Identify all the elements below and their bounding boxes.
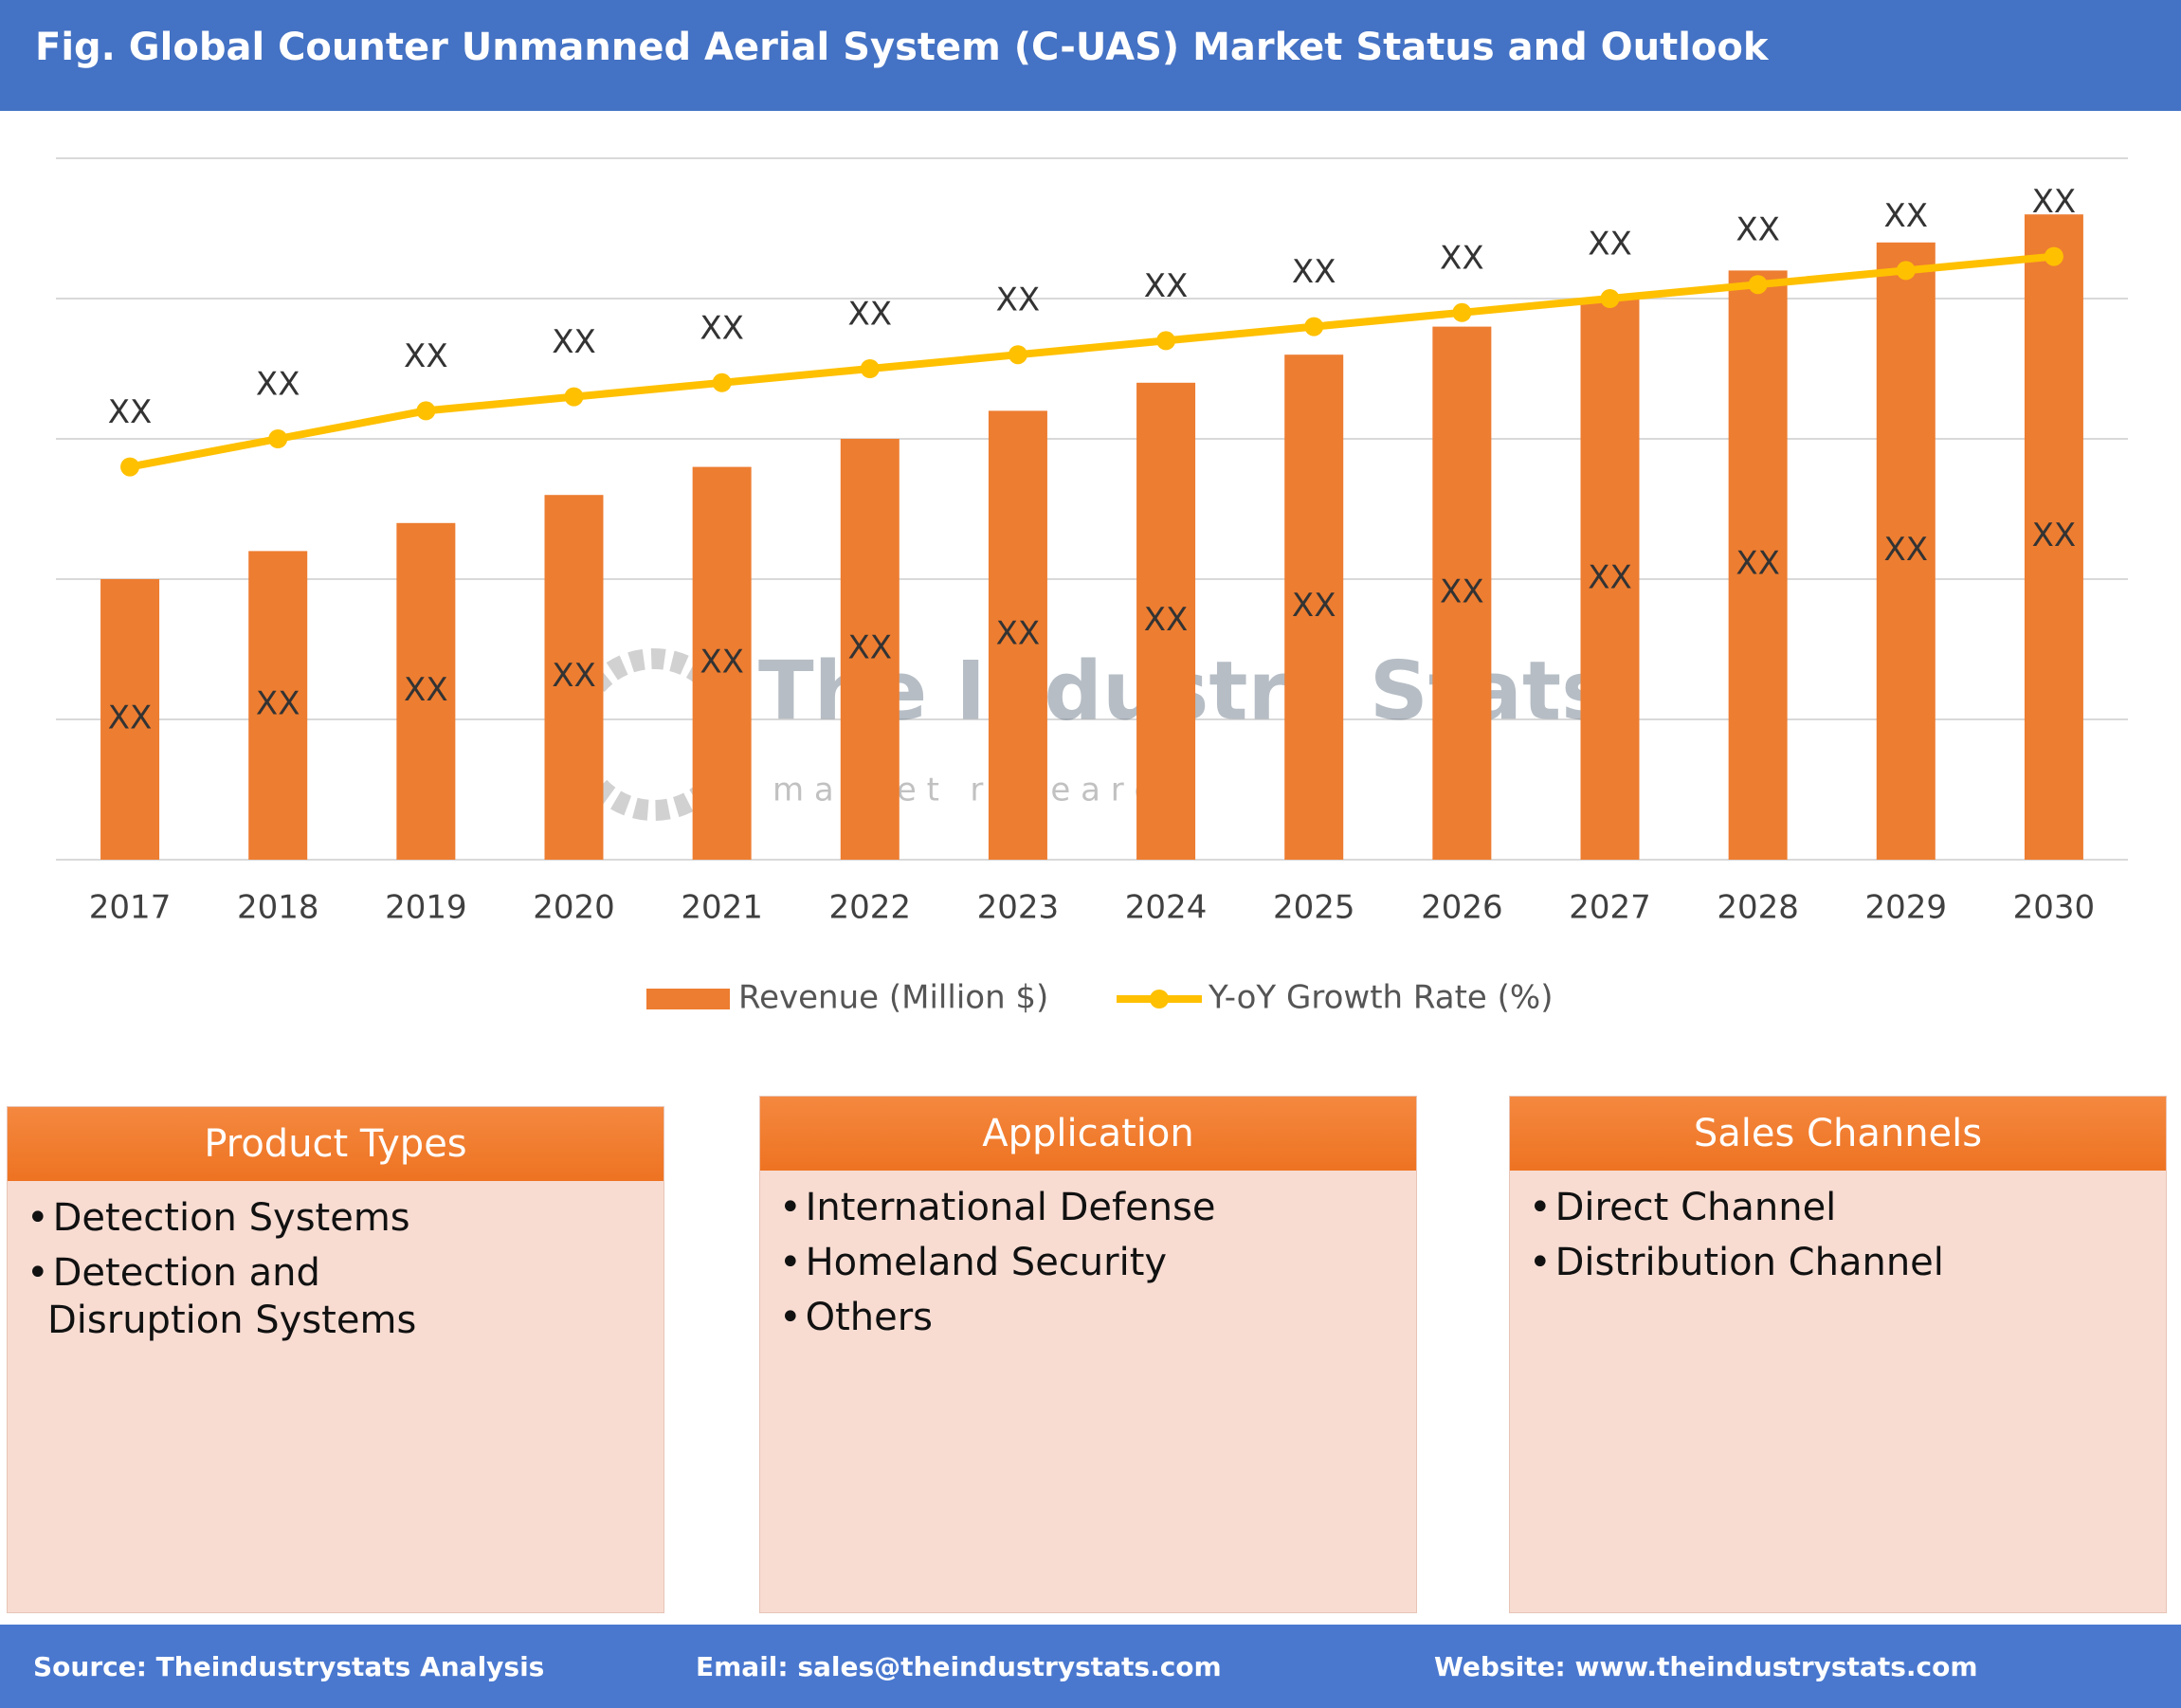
line-value-label: XX (404, 337, 448, 375)
line-marker (2044, 246, 2063, 266)
x-tick-label: 2026 (1421, 889, 1503, 927)
bar-value-label: XX (404, 671, 448, 709)
line-marker (268, 429, 288, 448)
panel: Product TypesDetection SystemsDetection … (7, 1106, 664, 1613)
x-tick-label: 2030 (2013, 889, 2096, 927)
line-marker (1156, 331, 1176, 351)
line-value-label: XX (552, 323, 596, 361)
bar-value-label: XX (552, 657, 596, 695)
panel-item: Homeland Security (779, 1239, 1274, 1286)
bar-value-label: XX (1292, 587, 1336, 625)
legend-swatch (646, 989, 730, 1009)
panel-list: Direct Channel Distribution Channel (1510, 1171, 2166, 1286)
x-tick-label: 2023 (977, 889, 1060, 927)
header-title: Fig. Global Counter Unmanned Aerial Syst… (0, 0, 2181, 111)
legend-label: Y-oY Growth Rate (%) (1208, 979, 1554, 1017)
bar-value-label: XX (996, 615, 1041, 653)
x-tick-label: 2027 (1569, 889, 1651, 927)
x-tick-label: 2021 (681, 889, 763, 927)
panel-item: International Defense (779, 1184, 1274, 1231)
footer-website: Website: www.theindustrystats.com (1434, 1651, 1978, 1682)
panel: Application International Defense Homeland… (759, 1096, 1417, 1613)
x-tick-label: 2029 (1865, 889, 1948, 927)
line-marker (1008, 345, 1027, 365)
line-marker (1304, 317, 1324, 336)
bar-value-label: XX (256, 685, 300, 723)
bar-value-label: XX (847, 629, 892, 667)
line-marker (416, 401, 436, 421)
bar-value-label: XX (1144, 601, 1189, 639)
panel-item: Detection and Disruption Systems (27, 1249, 521, 1344)
x-tick-label: 2028 (1717, 889, 1799, 927)
bar-value-label: XX (108, 700, 153, 737)
line-value-label: XX (1144, 267, 1189, 305)
bar (2024, 214, 2083, 860)
bar-value-label: XX (1440, 572, 1484, 610)
x-tick-label: 2019 (385, 889, 467, 927)
line-value-label: XX (1588, 226, 1632, 263)
panel-title: Product Types (8, 1107, 663, 1181)
line-marker (564, 387, 584, 407)
x-tick-label: 2024 (1125, 889, 1208, 927)
bar (396, 522, 456, 860)
watermark-tagline: m a r k e t r e s e a r c h (772, 772, 1183, 809)
line-marker (1896, 261, 1916, 281)
line-value-label: XX (1440, 239, 1484, 277)
panel-item: Direct Channel (1529, 1184, 2024, 1231)
bar (248, 551, 308, 860)
line-value-label: XX (1736, 211, 1780, 249)
line-marker (860, 359, 880, 378)
x-tick-label: 2018 (237, 889, 319, 927)
line-marker (1452, 302, 1472, 322)
bar-value-label: XX (1736, 545, 1780, 583)
bar (988, 410, 1047, 860)
bar (1284, 354, 1344, 860)
bar (100, 579, 160, 860)
legend-swatch (1150, 990, 1169, 1008)
line-marker (1600, 289, 1620, 308)
line-value-label: XX (2032, 183, 2077, 221)
bar (1432, 326, 1492, 861)
bar-value-label: XX (1883, 531, 1928, 569)
footer-source: Source: Theindustrystats Analysis (33, 1651, 545, 1682)
legend-label: Revenue (Million $) (738, 979, 1048, 1017)
panel-title: Sales Channels (1510, 1097, 2166, 1171)
x-tick-label: 2017 (89, 889, 172, 927)
x-tick-label: 2025 (1273, 889, 1355, 927)
bar (1136, 382, 1196, 860)
line-value-label: XX (256, 366, 300, 404)
line-value-label: XX (108, 393, 153, 431)
panel-item: Distribution Channel (1529, 1239, 2024, 1286)
bar (544, 495, 604, 860)
footer: Source: Theindustrystats Analysis Email:… (0, 1625, 2181, 1708)
panel-item: Others (779, 1294, 1274, 1341)
bar (692, 466, 752, 860)
line (129, 252, 2055, 471)
bar (1580, 299, 1640, 860)
panel-list: Detection Systems Detection and Disruptio… (8, 1181, 663, 1344)
panel-item: Detection Systems (27, 1194, 521, 1242)
chart: The Industry Statsm a r k e t r e s e a … (56, 157, 2128, 1017)
bar-value-label: XX (1588, 559, 1632, 597)
footer-email: Email: sales@theindustrystats.com (696, 1651, 1222, 1682)
bar (1876, 242, 1936, 861)
bar (1728, 270, 1788, 860)
bar-value-label: XX (2032, 517, 2077, 554)
line-value-label: XX (1883, 197, 1928, 235)
x-tick-label: 2022 (829, 889, 912, 927)
bar (840, 439, 900, 860)
line-value-label: XX (996, 282, 1041, 319)
panel: Sales Channels Direct Channel Distribution… (1509, 1096, 2167, 1613)
line-value-label: XX (700, 309, 744, 347)
panel-list: International Defense Homeland Security Ot… (760, 1171, 1416, 1341)
panel-title: Application (760, 1097, 1416, 1171)
line-marker (712, 372, 732, 392)
line-value-label: XX (1292, 253, 1336, 291)
line-marker (1748, 275, 1768, 295)
line-value-label: XX (847, 296, 892, 334)
bar-value-label: XX (700, 643, 744, 681)
x-tick-label: 2020 (533, 889, 615, 927)
line-marker (120, 457, 140, 477)
